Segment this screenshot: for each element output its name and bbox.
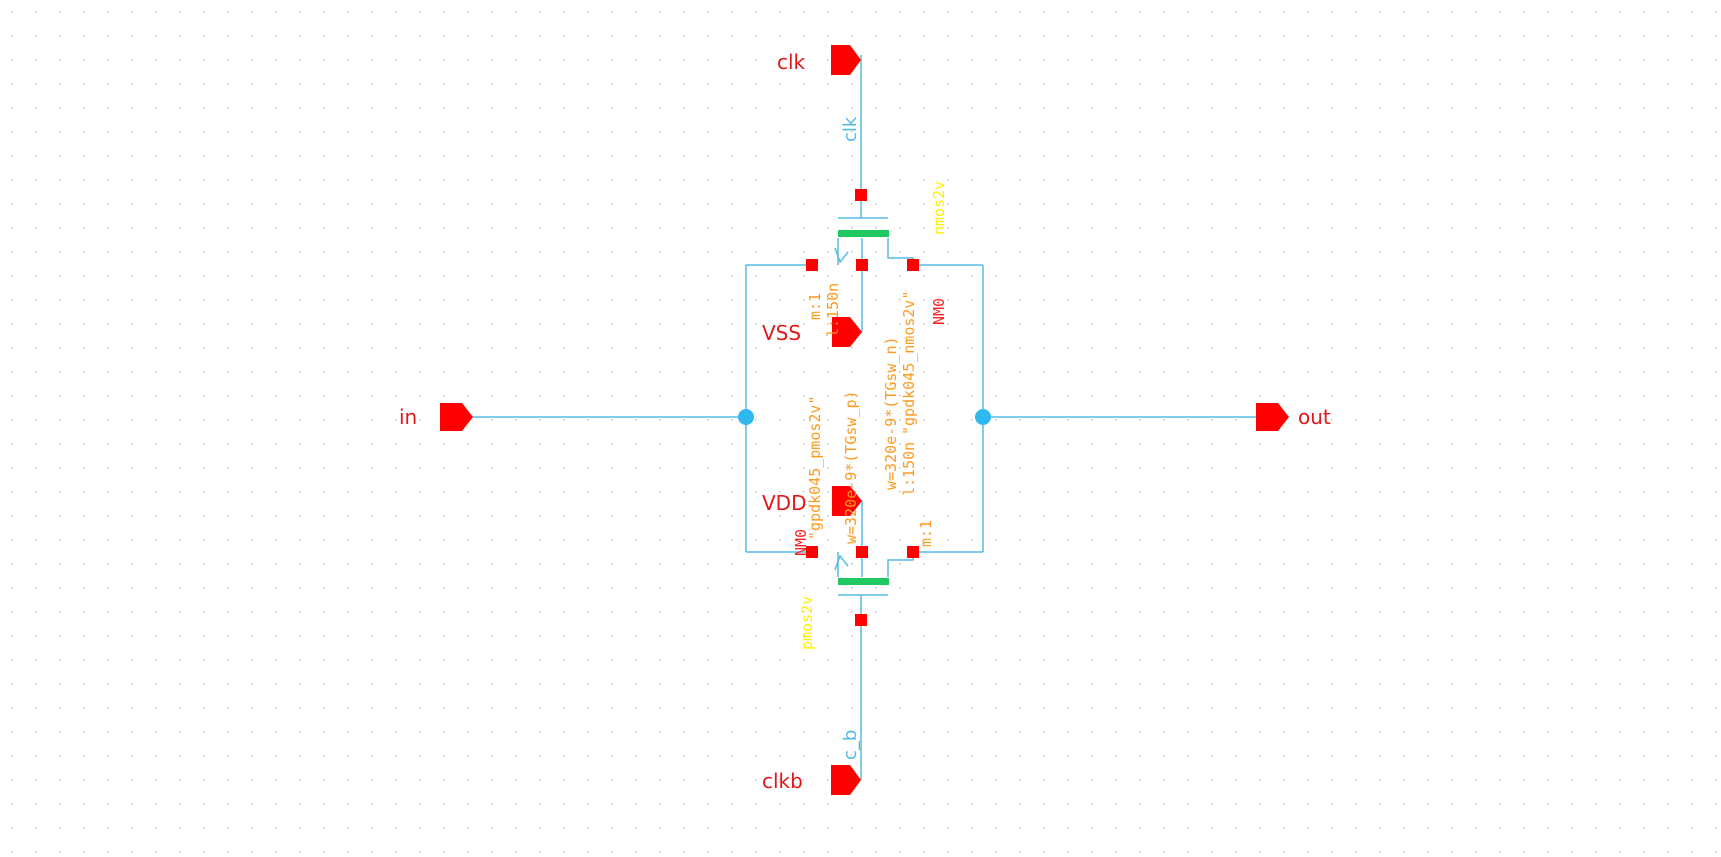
junction-in[interactable] — [738, 409, 754, 425]
pmos-source-terminal[interactable] — [907, 546, 919, 558]
pmos-channel — [838, 578, 889, 585]
clkb-pin[interactable] — [831, 765, 861, 795]
vdd-pin-label: VDD — [762, 491, 806, 515]
pmos-bulk-terminal[interactable] — [856, 546, 868, 558]
clk-pin[interactable] — [831, 45, 861, 75]
nmos-multiplier-label: m:1 — [917, 520, 935, 547]
pmos-gate-terminal[interactable] — [855, 614, 867, 626]
pmos-instance-label: NM0 — [792, 529, 810, 556]
pmos-drain-terminal[interactable] — [806, 546, 818, 558]
vss-pin-label: VSS — [762, 321, 801, 345]
nmos-source-terminal[interactable] — [907, 259, 919, 271]
wires — [472, 55, 1256, 780]
out-pin-label: out — [1298, 405, 1331, 429]
junction-out[interactable] — [975, 409, 991, 425]
clk-net-label: clk — [840, 116, 861, 142]
clkb-pin-label: clkb — [762, 769, 803, 793]
terminals — [806, 189, 919, 626]
nmos-instance-label: NM0 — [930, 298, 948, 325]
vdd-pin[interactable] — [832, 486, 862, 516]
clkb-net-label: c_b — [840, 730, 861, 760]
pmos-arrow-icon — [834, 554, 849, 571]
pmos-width-label: w=320e-9*(TGsw_p) — [842, 390, 860, 544]
nmos-bulk-terminal[interactable] — [856, 259, 868, 271]
nmos-model-label: nmos2v — [930, 181, 948, 235]
nmos-drain-terminal[interactable] — [806, 259, 818, 271]
pmos-cell-label: "gpdk045_pmos2v" — [806, 396, 824, 541]
in-pin[interactable] — [440, 403, 473, 431]
pmos-length-label: l:150n — [824, 283, 842, 337]
out-pin[interactable] — [1256, 403, 1289, 431]
pmos-multiplier-label: m:1 — [806, 293, 824, 320]
clk-pin-label: clk — [777, 50, 806, 74]
nmos-channel — [838, 230, 889, 237]
nmos-cell-label: "gpdk045_nmos2v" — [900, 291, 918, 436]
pmos-model-label: pmos2v — [798, 596, 816, 650]
in-pin-label: in — [399, 405, 417, 429]
vss-pin[interactable] — [832, 317, 862, 347]
nmos-arrow-icon — [834, 247, 849, 264]
nmos-gate-terminal[interactable] — [855, 189, 867, 201]
pins — [440, 45, 1289, 795]
nmos-length-label: l:150n — [900, 442, 918, 496]
nmos-width-label: w=320e-9*(TGsw_n) — [882, 336, 900, 490]
